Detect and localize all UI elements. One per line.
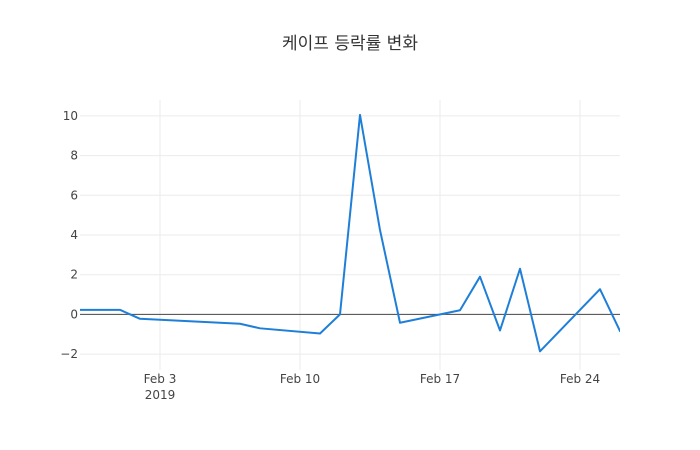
y-tick-label: 2 — [70, 268, 78, 282]
x-tick-label: Feb 17 — [420, 372, 460, 386]
y-tick-label: 6 — [70, 188, 78, 202]
x-tick-sublabel: 2019 — [145, 388, 176, 402]
chart-title: 케이프 등락률 변화 — [282, 34, 418, 54]
x-tick-label: Feb 3 — [144, 372, 177, 386]
series-line — [80, 113, 620, 353]
y-tick-label: 0 — [70, 307, 78, 321]
y-tick-label: 10 — [63, 109, 78, 123]
x-tick-label: Feb 24 — [560, 372, 600, 386]
y-tick-label: 4 — [70, 228, 78, 242]
y-tick-label: 8 — [70, 149, 78, 163]
plot-area: 10 8 6 4 2 0 −2 Feb 3 2019 Feb 10 Feb 17 Feb 24 — [60, 100, 620, 402]
x-tick-label: Feb 10 — [280, 372, 320, 386]
y-tick-label: −2 — [60, 347, 78, 361]
